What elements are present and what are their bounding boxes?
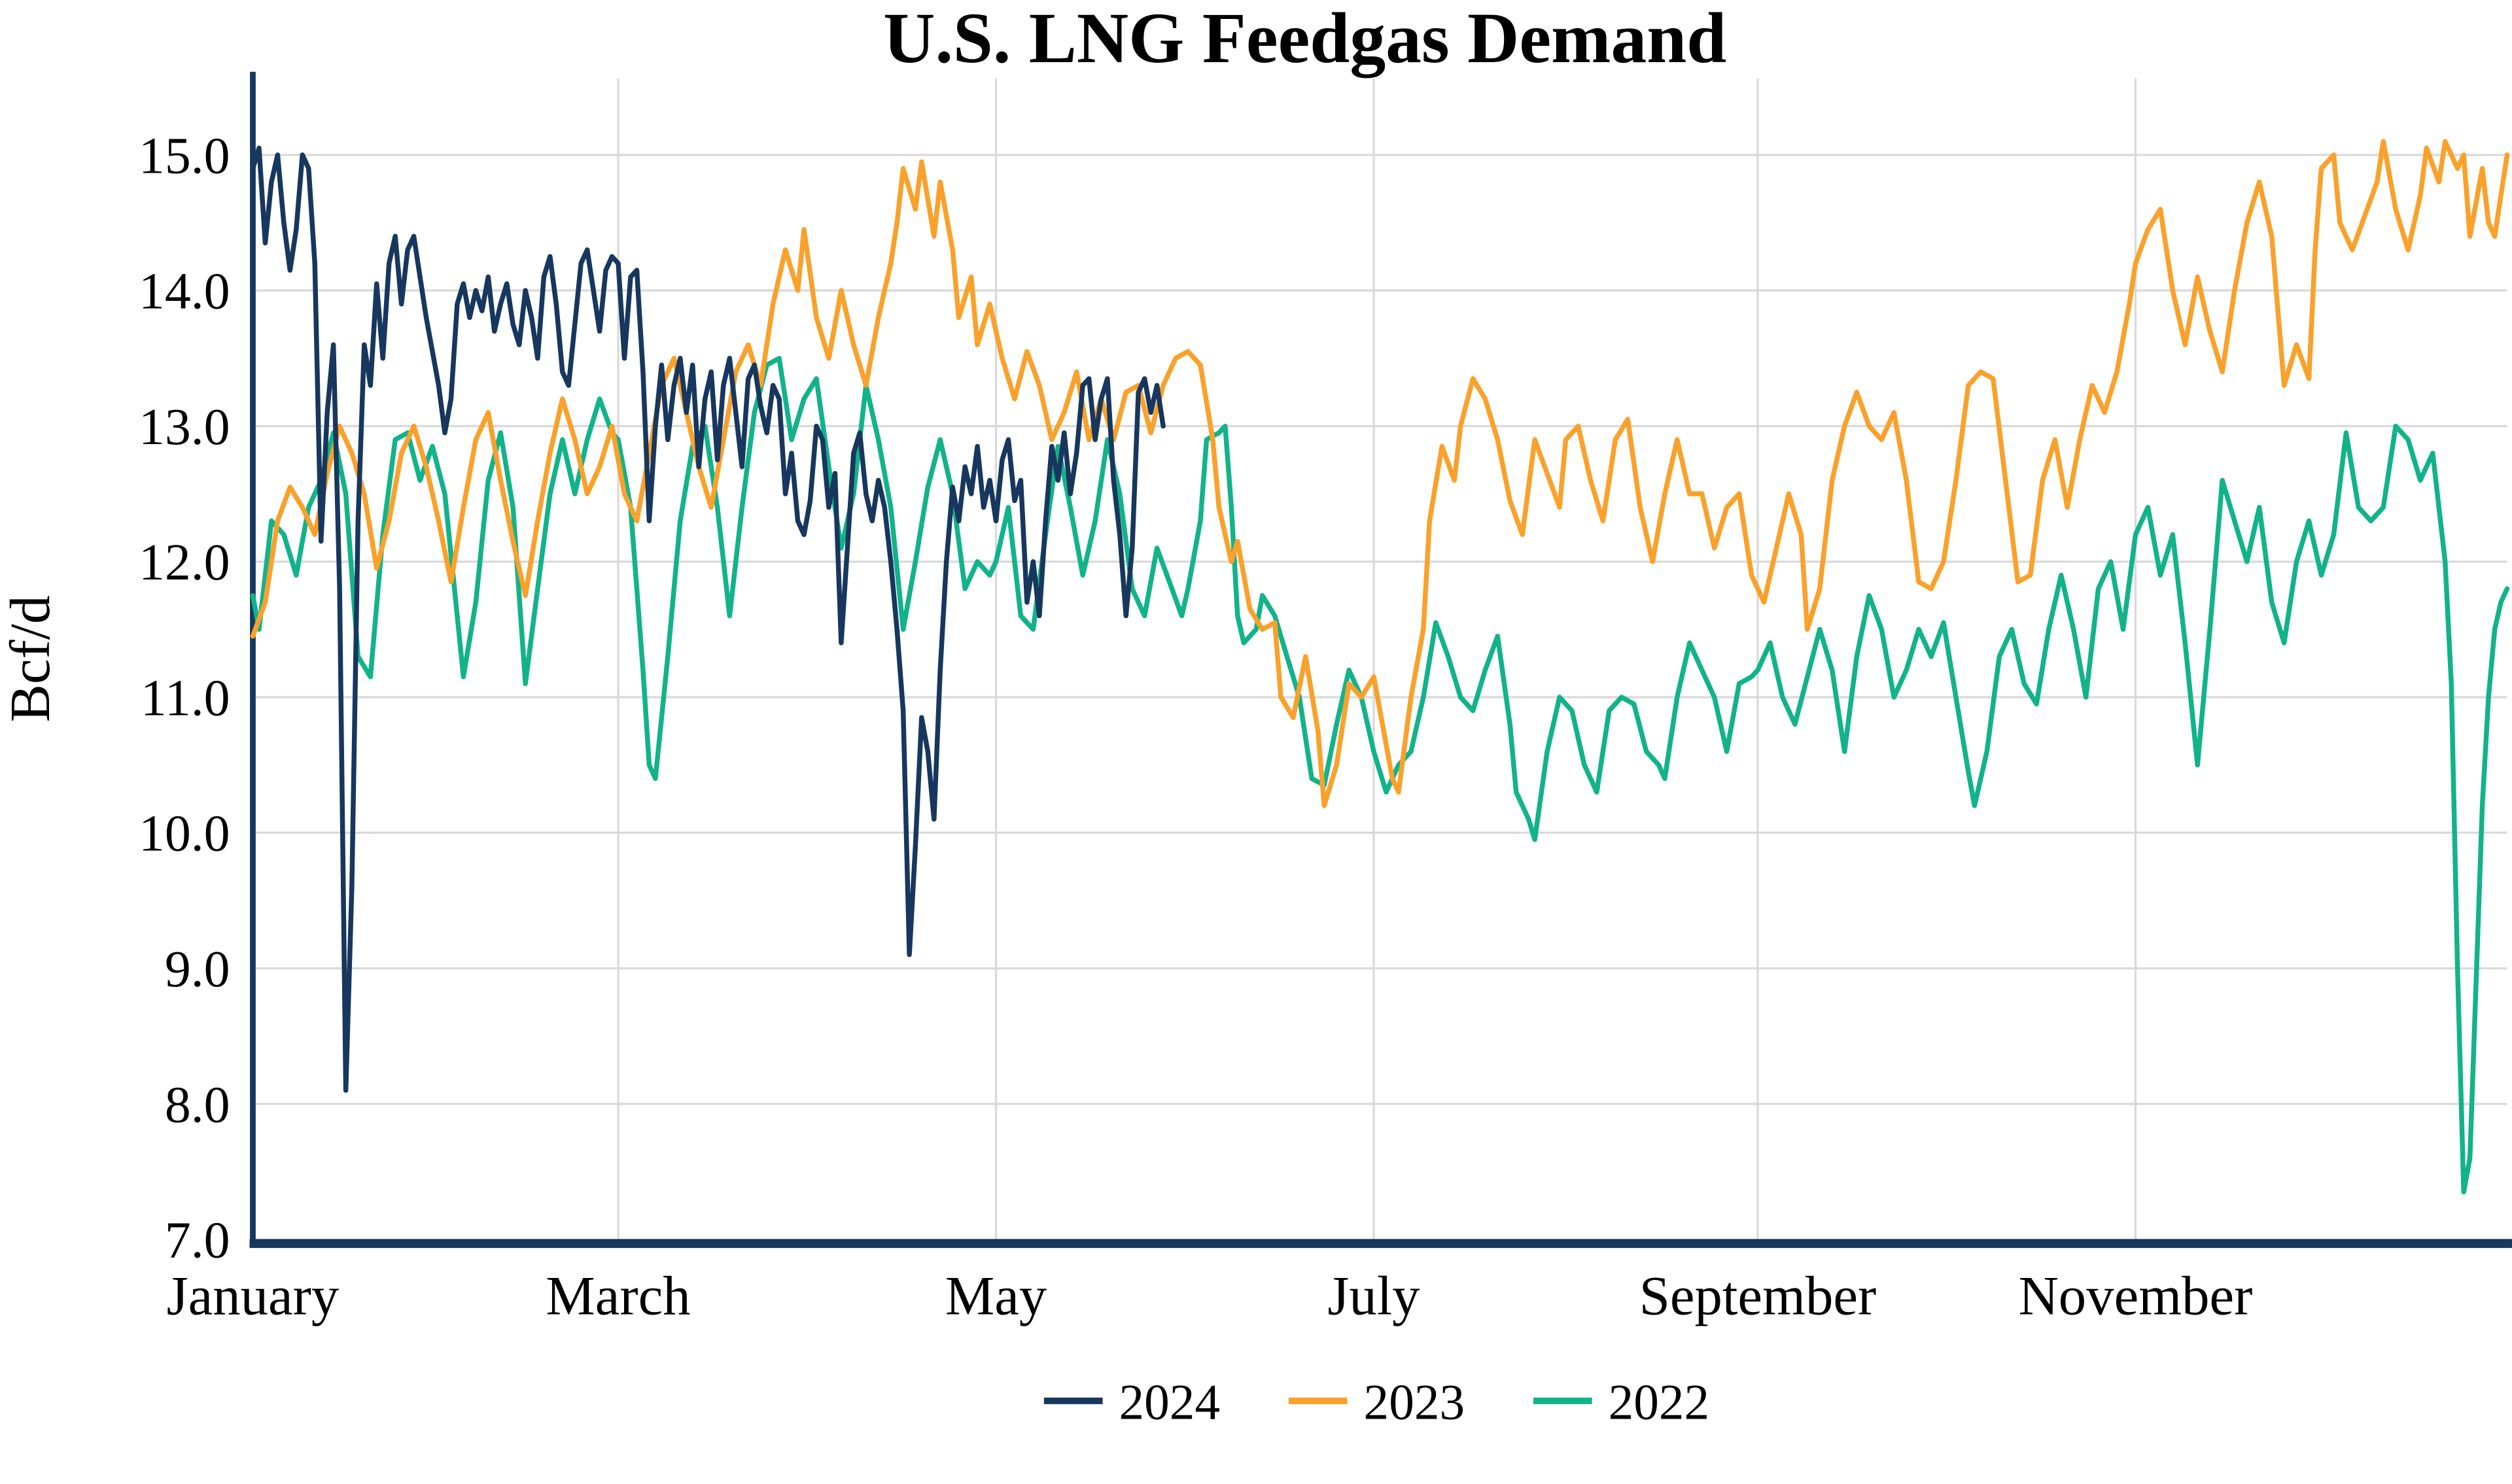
series-line-2023	[250, 139, 2510, 808]
series-line-2024	[250, 145, 1166, 1093]
x-tick-September: September	[1639, 1266, 1876, 1327]
y-axis-label: Bcf/d	[0, 595, 61, 722]
series-lines	[250, 139, 2510, 1195]
legend-label-2024: 2024	[1119, 1373, 1221, 1430]
legend-label-2023: 2023	[1364, 1373, 1465, 1430]
y-tick-13.0: 13.0	[139, 398, 230, 456]
y-tick-10.0: 10.0	[139, 805, 230, 863]
legend: 2024 2023 2022	[1043, 1373, 1710, 1430]
x-tick-July: July	[1327, 1266, 1420, 1327]
x-tick-November: November	[2019, 1266, 2253, 1327]
y-tick-15.0: 15.0	[139, 127, 230, 184]
tick-labels: 7.0 8.0 9.0 10.0 11.0 12.0 13.0 14.0 15.0 January…	[139, 127, 2252, 1326]
legend-label-2022: 2022	[1609, 1373, 1710, 1430]
x-tick-January: January	[167, 1266, 340, 1327]
y-tick-9.0: 9.0	[165, 940, 230, 998]
x-tick-May: May	[945, 1266, 1047, 1327]
y-tick-14.0: 14.0	[139, 263, 230, 320]
y-tick-7.0: 7.0	[165, 1211, 230, 1269]
x-tick-March: March	[546, 1266, 690, 1327]
y-tick-11.0: 11.0	[141, 669, 230, 727]
series-line-2022	[250, 356, 2510, 1195]
y-tick-8.0: 8.0	[165, 1076, 230, 1133]
y-tick-12.0: 12.0	[139, 534, 230, 591]
chart-title: U.S. LNG Feedgas Demand	[883, 0, 1726, 78]
axes	[249, 71, 2512, 1249]
